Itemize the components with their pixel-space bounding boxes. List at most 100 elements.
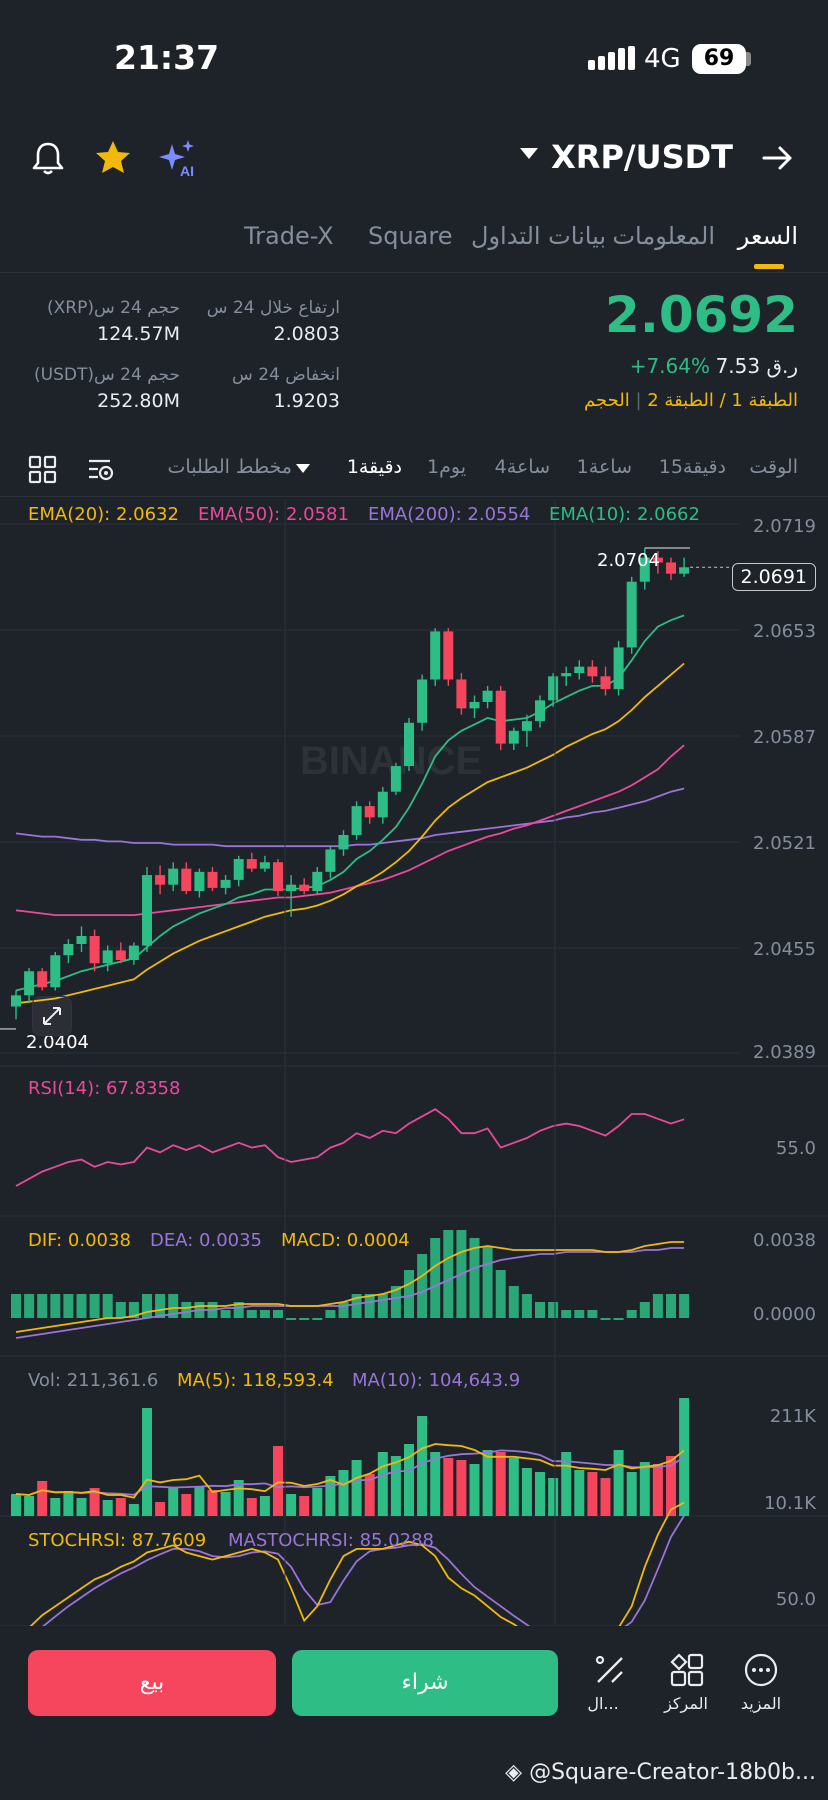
macd-bar: [246, 1310, 257, 1318]
stochrsi-axis-label: 50.0: [775, 1589, 816, 1610]
tier-label[interactable]: الطبقة 1 / الطبقة 2: [647, 390, 798, 411]
candle: [351, 806, 362, 835]
candle: [76, 935, 87, 944]
center-apps-icon[interactable]: [669, 1652, 705, 1688]
mastochrsi-legend: MASTOCHRSI: 85.0288: [228, 1530, 434, 1551]
depth-chart-tab[interactable]: مخطط الطلبات: [167, 456, 292, 478]
stochrsi-legend: STOCHRSI: 87.7609: [28, 1530, 207, 1551]
volume-bar: [652, 1464, 663, 1516]
macd-value-legend: MACD: 0.0004: [281, 1230, 410, 1251]
timeframe-15m[interactable]: 15دقيقة: [658, 456, 726, 478]
timeframe-selected[interactable]: 1دقيقة: [346, 456, 402, 478]
volume-bar: [613, 1450, 624, 1516]
grid-layout-icon[interactable]: [28, 455, 58, 485]
vol-usdt-label: حجم 24 س(USDT): [34, 365, 180, 385]
candle: [561, 673, 572, 677]
volume-bar: [50, 1498, 61, 1516]
volume-bar: [63, 1491, 74, 1516]
axis-label: 2.0653: [753, 621, 816, 642]
arrow-right-icon[interactable]: [758, 138, 798, 178]
chevron-down-icon[interactable]: [520, 148, 538, 159]
candle: [37, 971, 48, 988]
favorite-star-icon[interactable]: [93, 138, 133, 178]
volume-bar: [168, 1488, 179, 1516]
macd-bar: [390, 1286, 401, 1318]
candle: [142, 875, 152, 946]
volume-bar: [220, 1492, 231, 1516]
macd-bar: [76, 1294, 87, 1318]
candle: [456, 679, 467, 709]
bell-icon[interactable]: [28, 138, 68, 178]
candle: [259, 862, 270, 869]
candle: [338, 834, 349, 850]
timeframe-1h[interactable]: 1ساعة: [576, 456, 632, 478]
high-24h-label: ارتفاع خلال 24 س: [206, 298, 340, 318]
more-icon[interactable]: [743, 1652, 779, 1688]
macd-bar: [115, 1302, 126, 1318]
macd-bar: [233, 1302, 244, 1318]
volume-bar: [364, 1474, 375, 1516]
timeframe-4h[interactable]: 4ساعة: [494, 456, 550, 478]
volume-bar: [495, 1452, 506, 1516]
tab-trade-x[interactable]: Trade-X: [244, 222, 334, 250]
candle: [521, 721, 532, 731]
tab-price[interactable]: السعر: [737, 222, 798, 250]
macd-dif-legend: DIF: 0.0038: [28, 1230, 131, 1251]
tier-volume-links[interactable]: الطبقة 1 / الطبقة 2 | الحجم: [584, 390, 798, 411]
volume-bar: [482, 1450, 493, 1516]
sell-button[interactable]: بيع: [28, 1650, 276, 1716]
volume-bar: [312, 1488, 323, 1516]
ema-lines: [15, 614, 685, 1005]
timeframe-time[interactable]: الوقت: [749, 456, 798, 478]
creator-handle: @Square-Creator-18b0b...: [529, 1760, 816, 1785]
more-label[interactable]: المزيد: [740, 1694, 782, 1713]
ema20-line: [15, 662, 685, 1005]
buy-button[interactable]: شراء: [292, 1650, 558, 1716]
candle: [273, 862, 283, 892]
timeframe-1d[interactable]: 1يوم: [427, 456, 466, 478]
expand-chart-button[interactable]: [32, 996, 72, 1036]
candle: [168, 868, 179, 885]
macd-bar: [11, 1294, 21, 1318]
candle: [220, 879, 231, 888]
candle: [233, 859, 244, 880]
volume-bar: [521, 1468, 532, 1516]
ai-sparkle-icon[interactable]: AI: [158, 138, 198, 178]
volume-bar: [233, 1480, 244, 1516]
macd-bar: [666, 1294, 676, 1318]
volume-bar: [351, 1460, 362, 1516]
macd-bar: [679, 1294, 690, 1318]
macd-bar: [495, 1270, 506, 1318]
chevron-down-icon[interactable]: [296, 464, 310, 473]
volume-bar: [417, 1416, 428, 1516]
tool-label[interactable]: ال...: [587, 1694, 619, 1713]
macd-bar: [63, 1294, 74, 1318]
macd-axis-top: 0.0038: [753, 1230, 816, 1251]
volume-bar: [666, 1456, 676, 1516]
candle: [115, 950, 126, 961]
macd-bar: [259, 1310, 270, 1318]
candle: [613, 647, 624, 690]
candle: [102, 950, 113, 964]
candle: [430, 631, 441, 680]
center-label[interactable]: المركز: [664, 1694, 708, 1713]
rsi-line: [15, 1108, 685, 1187]
volume-bar: [181, 1494, 192, 1516]
tab-info[interactable]: المعلومات: [612, 222, 715, 250]
macd-bar: [128, 1302, 139, 1318]
macd-axis-zero: 0.0000: [753, 1304, 816, 1325]
kline-chart[interactable]: BINANCE: [0, 497, 828, 1627]
indicator-settings-icon[interactable]: [86, 455, 116, 485]
volume-bar: [561, 1452, 572, 1516]
drawing-tool-icon[interactable]: [592, 1652, 628, 1688]
axis-label: 2.0587: [753, 727, 816, 748]
tab-trading-data[interactable]: بيانات التداول: [471, 222, 606, 250]
fiat-price: ر.ق 7.53: [715, 354, 798, 378]
volume-bar: [273, 1446, 283, 1516]
volume-label[interactable]: الحجم: [584, 390, 630, 411]
candle: [495, 690, 506, 744]
trading-pair-title[interactable]: XRP/USDT: [551, 138, 733, 176]
low-24h-value: 1.9203: [273, 390, 340, 412]
tab-square[interactable]: Square: [368, 222, 453, 250]
volume-bar: [246, 1498, 257, 1516]
